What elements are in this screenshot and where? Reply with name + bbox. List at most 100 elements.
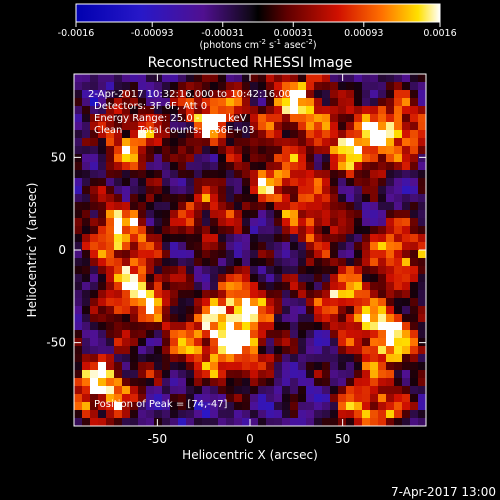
heatmap-cell (234, 242, 243, 251)
heatmap-cell (266, 418, 275, 427)
heatmap-cell (306, 354, 315, 363)
heatmap-cell (106, 202, 115, 211)
heatmap-cell (402, 402, 411, 411)
heatmap-cell (258, 170, 267, 179)
heatmap-cell (402, 298, 411, 307)
heatmap-cell (330, 370, 339, 379)
heatmap-cell (178, 210, 187, 219)
heatmap-cell (122, 114, 131, 123)
heatmap-cell (250, 354, 259, 363)
heatmap-cell (346, 274, 355, 283)
heatmap-cell (258, 314, 267, 323)
heatmap-cell (170, 314, 179, 323)
heatmap-cell (202, 402, 211, 411)
heatmap-cell (178, 178, 187, 187)
heatmap-cell (162, 314, 171, 323)
heatmap-cell (402, 234, 411, 243)
heatmap-cell (378, 130, 387, 139)
heatmap-cell (122, 306, 131, 315)
heatmap-cell (146, 90, 155, 99)
heatmap-cell (370, 386, 379, 395)
heatmap-cell (250, 250, 259, 259)
heatmap-cell (378, 322, 387, 331)
heatmap-cell (354, 330, 363, 339)
heatmap-cell (394, 362, 403, 371)
heatmap-cell (138, 250, 147, 259)
heatmap-cell (314, 338, 323, 347)
heatmap-cell (394, 338, 403, 347)
heatmap-cell (74, 226, 83, 235)
heatmap-cell (146, 258, 155, 267)
heatmap-cell (346, 202, 355, 211)
heatmap-cell (418, 250, 427, 259)
heatmap-cell (322, 194, 331, 203)
heatmap-cell (338, 266, 347, 275)
heatmap-cell (146, 330, 155, 339)
heatmap-cell (362, 90, 371, 99)
heatmap-cell (250, 330, 259, 339)
heatmap-cell (402, 106, 411, 115)
heatmap-cell (306, 290, 315, 299)
heatmap-cell (322, 266, 331, 275)
heatmap-cell (178, 130, 187, 139)
heatmap-cell (266, 282, 275, 291)
heatmap-cell (314, 194, 323, 203)
heatmap-cell (178, 90, 187, 99)
heatmap-cell (106, 258, 115, 267)
heatmap-cell (250, 138, 259, 147)
heatmap-cell (410, 130, 419, 139)
heatmap-cell (242, 418, 251, 427)
heatmap-cell (98, 338, 107, 347)
heatmap-cell (122, 354, 131, 363)
heatmap-cell (178, 298, 187, 307)
heatmap-cell (90, 386, 99, 395)
heatmap-cell (290, 410, 299, 419)
heatmap-cell (210, 250, 219, 259)
heatmap-cell (130, 114, 139, 123)
heatmap-cell (250, 98, 259, 107)
heatmap-cell (250, 106, 259, 115)
heatmap-cell (170, 402, 179, 411)
heatmap-cell (210, 258, 219, 267)
heatmap-cell (298, 282, 307, 291)
heatmap-cell (202, 330, 211, 339)
heatmap-cell (378, 242, 387, 251)
heatmap-cell (234, 378, 243, 387)
heatmap-cell (186, 154, 195, 163)
heatmap-cell (218, 194, 227, 203)
heatmap-cell (330, 90, 339, 99)
heatmap-cell (234, 218, 243, 227)
heatmap-cell (338, 154, 347, 163)
heatmap-cell (338, 226, 347, 235)
heatmap-cell (186, 122, 195, 131)
heatmap-cell (146, 98, 155, 107)
heatmap-cell (90, 378, 99, 387)
heatmap-cell (386, 362, 395, 371)
heatmap-cell (330, 106, 339, 115)
heatmap-cell (290, 202, 299, 211)
heatmap-cell (106, 394, 115, 403)
heatmap-cell (146, 282, 155, 291)
heatmap-cell (114, 354, 123, 363)
heatmap-cell (290, 138, 299, 147)
heatmap-cell (394, 394, 403, 403)
heatmap-cell (90, 290, 99, 299)
heatmap-cell (154, 90, 163, 99)
heatmap-cell (274, 138, 283, 147)
heatmap-cell (202, 362, 211, 371)
heatmap-cell (354, 186, 363, 195)
heatmap-cell (74, 306, 83, 315)
heatmap-cell (362, 394, 371, 403)
heatmap-cell (162, 330, 171, 339)
heatmap-cell (258, 282, 267, 291)
heatmap-cell (74, 362, 83, 371)
heatmap-cell (146, 306, 155, 315)
heatmap-cell (138, 314, 147, 323)
heatmap-cell (274, 330, 283, 339)
heatmap-cell (74, 130, 83, 139)
heatmap-cell (170, 186, 179, 195)
heatmap-cell (402, 306, 411, 315)
heatmap-cell (330, 138, 339, 147)
heatmap-cell (226, 178, 235, 187)
heatmap-cell (194, 154, 203, 163)
